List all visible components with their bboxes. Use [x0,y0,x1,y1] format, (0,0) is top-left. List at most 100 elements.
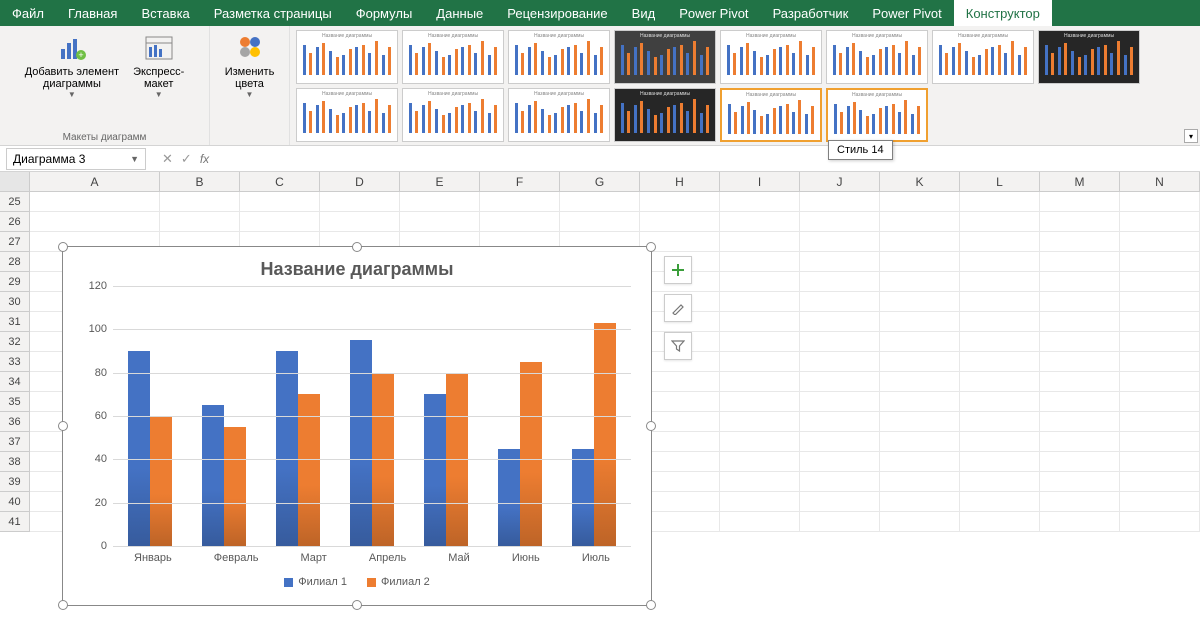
row-header-26[interactable]: 26 [0,212,30,232]
cell-I31[interactable] [720,312,800,332]
cell-H40[interactable] [640,492,720,512]
cell-M26[interactable] [1040,212,1120,232]
chart-style-thumb-10[interactable]: Название диаграммы [402,88,504,142]
select-all-corner[interactable] [0,172,30,192]
cell-C26[interactable] [240,212,320,232]
chart-brush-button[interactable] [664,294,692,322]
selection-handle[interactable] [58,600,68,610]
bar-0-5[interactable] [498,449,520,547]
bar-1-6[interactable] [594,323,616,546]
row-header-36[interactable]: 36 [0,412,30,432]
cell-A25[interactable] [30,192,160,212]
bar-1-1[interactable] [224,427,246,546]
cell-N41[interactable] [1120,512,1200,532]
selection-handle[interactable] [646,421,656,431]
cell-H38[interactable] [640,452,720,472]
col-header-M[interactable]: M [1040,172,1120,192]
selection-handle[interactable] [58,421,68,431]
col-header-J[interactable]: J [800,172,880,192]
add-chart-element-button[interactable]: + Добавить элемент диаграммы ▼ [21,30,123,101]
cell-B25[interactable] [160,192,240,212]
cell-K35[interactable] [880,392,960,412]
cell-L29[interactable] [960,272,1040,292]
cell-H41[interactable] [640,512,720,532]
cell-K39[interactable] [880,472,960,492]
cell-M34[interactable] [1040,372,1120,392]
cell-L35[interactable] [960,392,1040,412]
cell-I41[interactable] [720,512,800,532]
cell-H35[interactable] [640,392,720,412]
cell-M25[interactable] [1040,192,1120,212]
cell-M38[interactable] [1040,452,1120,472]
chart-style-thumb-11[interactable]: Название диаграммы [508,88,610,142]
chart-style-thumb-4[interactable]: Название диаграммы [614,30,716,84]
cell-H26[interactable] [640,212,720,232]
chart-style-thumb-12[interactable]: Название диаграммы [614,88,716,142]
cell-J31[interactable] [800,312,880,332]
gallery-expand-button[interactable]: ▾ [1184,129,1198,143]
ribbon-tab-11[interactable]: Конструктор [954,0,1052,26]
cell-M39[interactable] [1040,472,1120,492]
selection-handle[interactable] [352,600,362,610]
row-header-33[interactable]: 33 [0,352,30,372]
cell-M32[interactable] [1040,332,1120,352]
col-header-G[interactable]: G [560,172,640,192]
cell-N40[interactable] [1120,492,1200,512]
selection-handle[interactable] [646,600,656,610]
cell-J27[interactable] [800,232,880,252]
cell-L31[interactable] [960,312,1040,332]
cell-N37[interactable] [1120,432,1200,452]
cell-N33[interactable] [1120,352,1200,372]
cell-K40[interactable] [880,492,960,512]
cell-M35[interactable] [1040,392,1120,412]
cell-J34[interactable] [800,372,880,392]
cell-J40[interactable] [800,492,880,512]
cell-N28[interactable] [1120,252,1200,272]
col-header-I[interactable]: I [720,172,800,192]
row-header-29[interactable]: 29 [0,272,30,292]
cell-I32[interactable] [720,332,800,352]
cell-J29[interactable] [800,272,880,292]
cell-F25[interactable] [480,192,560,212]
cell-I37[interactable] [720,432,800,452]
cell-J38[interactable] [800,452,880,472]
cell-K31[interactable] [880,312,960,332]
cell-J25[interactable] [800,192,880,212]
cell-N26[interactable] [1120,212,1200,232]
cell-J26[interactable] [800,212,880,232]
cell-J36[interactable] [800,412,880,432]
bar-1-0[interactable] [150,416,172,546]
cell-I40[interactable] [720,492,800,512]
col-header-D[interactable]: D [320,172,400,192]
chart-style-thumb-6[interactable]: Название диаграммы [826,30,928,84]
cell-M29[interactable] [1040,272,1120,292]
cell-M37[interactable] [1040,432,1120,452]
cell-K38[interactable] [880,452,960,472]
cell-K41[interactable] [880,512,960,532]
cell-L38[interactable] [960,452,1040,472]
cell-K36[interactable] [880,412,960,432]
cell-K25[interactable] [880,192,960,212]
cell-J30[interactable] [800,292,880,312]
cell-J28[interactable] [800,252,880,272]
cell-M30[interactable] [1040,292,1120,312]
bar-0-0[interactable] [128,351,150,546]
chart-style-thumb-1[interactable]: Название диаграммы [296,30,398,84]
col-header-C[interactable]: C [240,172,320,192]
row-header-34[interactable]: 34 [0,372,30,392]
chart-style-thumb-13[interactable]: Название диаграммы [720,88,822,142]
cell-I39[interactable] [720,472,800,492]
chart-title[interactable]: Название диаграммы [63,247,651,286]
chart-style-thumb-14[interactable]: Название диаграммы [826,88,928,142]
col-header-E[interactable]: E [400,172,480,192]
cell-N38[interactable] [1120,452,1200,472]
chart-style-thumb-3[interactable]: Название диаграммы [508,30,610,84]
ribbon-tab-8[interactable]: Power Pivot [667,0,760,26]
cell-H25[interactable] [640,192,720,212]
row-header-27[interactable]: 27 [0,232,30,252]
cell-I28[interactable] [720,252,800,272]
cell-J32[interactable] [800,332,880,352]
cell-N31[interactable] [1120,312,1200,332]
name-box[interactable]: Диаграмма 3 ▼ [6,148,146,170]
cell-H37[interactable] [640,432,720,452]
